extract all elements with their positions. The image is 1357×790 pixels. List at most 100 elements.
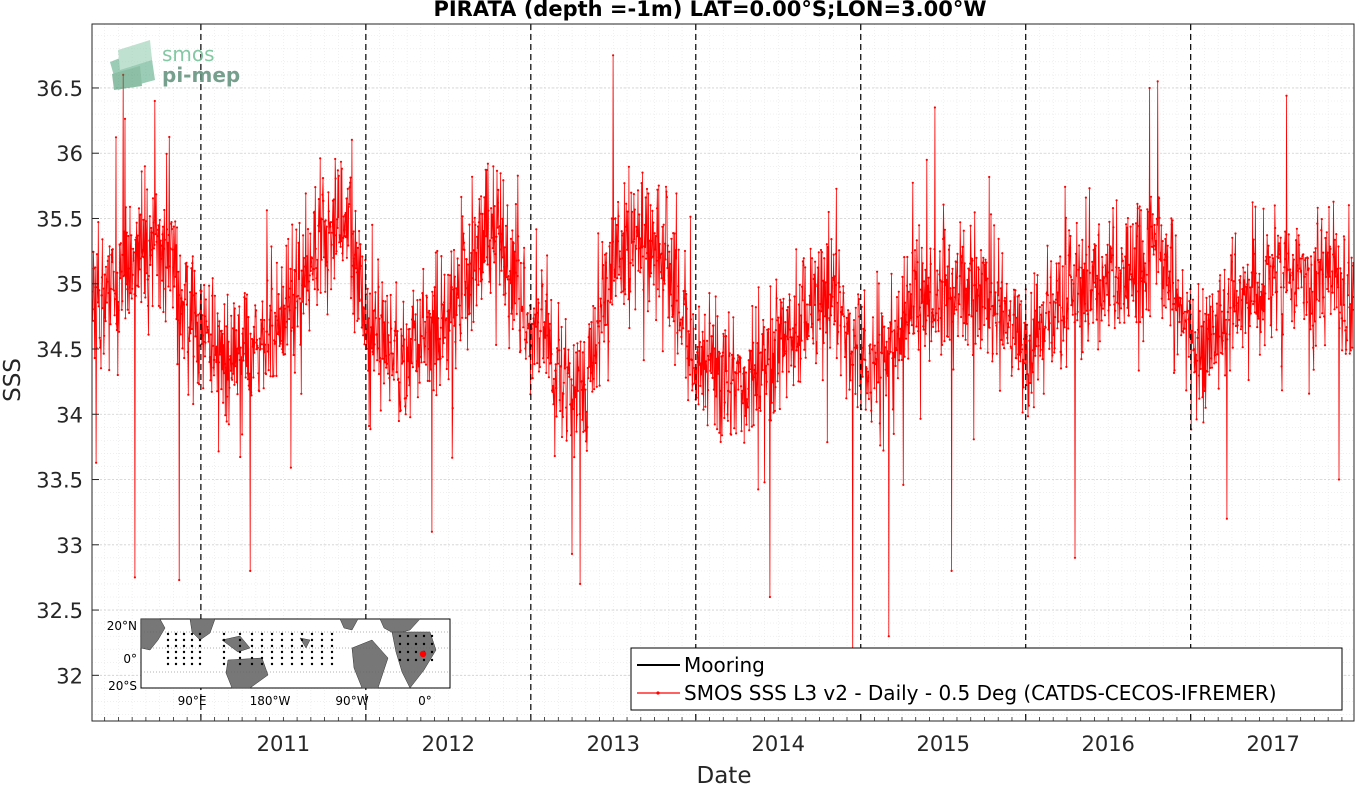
data-point <box>404 405 407 408</box>
data-point <box>631 258 634 261</box>
data-point <box>498 283 501 286</box>
inset-map-mooring-point <box>182 662 186 666</box>
data-point <box>126 288 129 291</box>
data-point <box>599 297 602 300</box>
data-point <box>1219 274 1222 277</box>
data-point <box>222 372 226 375</box>
data-point <box>406 346 409 349</box>
data-point <box>164 320 167 323</box>
data-point <box>347 205 350 208</box>
data-point <box>908 319 911 322</box>
data-point <box>326 268 329 271</box>
data-point <box>1074 252 1077 255</box>
data-point <box>1341 319 1344 322</box>
data-point <box>304 265 307 268</box>
data-point <box>830 305 834 308</box>
data-point <box>411 305 414 308</box>
data-point <box>520 309 523 312</box>
data-point <box>468 223 471 226</box>
data-point <box>368 292 372 295</box>
data-point <box>592 304 595 308</box>
data-point <box>1187 318 1190 321</box>
data-point <box>755 408 758 411</box>
data-point <box>956 261 959 264</box>
inset-map-mooring-point <box>222 662 226 666</box>
data-point <box>405 394 409 397</box>
y-tick-label: 36.5 <box>36 77 83 101</box>
data-point <box>340 240 343 243</box>
data-point <box>987 298 990 301</box>
data-point <box>186 265 189 268</box>
data-point <box>210 390 213 393</box>
data-point <box>1050 360 1054 363</box>
data-point <box>919 417 922 420</box>
data-point <box>1115 266 1118 269</box>
data-point <box>630 241 633 244</box>
data-point <box>464 316 467 319</box>
data-point <box>759 409 762 412</box>
data-point <box>1299 269 1303 272</box>
data-point <box>538 365 542 369</box>
data-point <box>672 320 675 323</box>
data-point <box>1271 293 1274 296</box>
data-point <box>1161 316 1164 320</box>
data-point <box>877 282 881 285</box>
data-point <box>664 242 667 245</box>
data-point <box>829 346 832 349</box>
data-point <box>1045 291 1049 294</box>
data-point <box>952 368 955 371</box>
data-point <box>186 350 189 354</box>
data-point <box>102 287 105 290</box>
data-point <box>625 229 628 232</box>
inset-map-mooring-point <box>182 638 186 642</box>
data-point <box>656 188 659 191</box>
inset-map-mooring-point <box>398 634 402 638</box>
data-point <box>1337 245 1340 248</box>
inset-map-mooring-point <box>330 662 334 666</box>
data-point <box>269 304 272 307</box>
data-point <box>262 387 265 390</box>
data-point <box>1036 378 1040 381</box>
data-point <box>900 317 903 320</box>
data-point <box>299 343 302 346</box>
data-point <box>428 309 431 312</box>
data-point <box>1030 291 1033 294</box>
data-point <box>1345 348 1348 351</box>
data-point <box>574 396 577 399</box>
data-point <box>371 223 374 226</box>
data-point <box>156 235 159 238</box>
inset-map-mooring-point <box>290 638 294 642</box>
data-point <box>109 287 113 290</box>
data-point <box>1171 219 1174 222</box>
data-point <box>740 392 744 395</box>
data-point <box>469 293 472 296</box>
data-point <box>307 298 310 302</box>
data-point <box>130 234 133 237</box>
data-point <box>1112 295 1115 298</box>
data-point <box>1304 273 1308 276</box>
data-point <box>1176 294 1179 297</box>
data-point <box>899 327 902 330</box>
data-point <box>1088 187 1091 190</box>
data-point <box>1174 307 1177 310</box>
data-point <box>502 293 505 296</box>
data-point <box>1321 312 1324 315</box>
data-point <box>657 256 660 259</box>
data-point <box>179 254 182 257</box>
data-point <box>597 325 600 328</box>
data-point <box>1196 359 1199 362</box>
data-point <box>704 405 707 408</box>
data-point <box>845 397 848 400</box>
data-point <box>490 213 494 216</box>
data-point <box>544 336 547 339</box>
data-point <box>435 394 438 397</box>
data-point <box>238 358 241 362</box>
data-point <box>719 440 722 443</box>
data-point <box>916 261 919 264</box>
data-point <box>1146 227 1149 230</box>
data-point <box>791 348 794 351</box>
data-point <box>419 355 423 358</box>
data-point <box>369 335 372 338</box>
data-point <box>1305 301 1308 304</box>
data-point <box>457 292 460 295</box>
